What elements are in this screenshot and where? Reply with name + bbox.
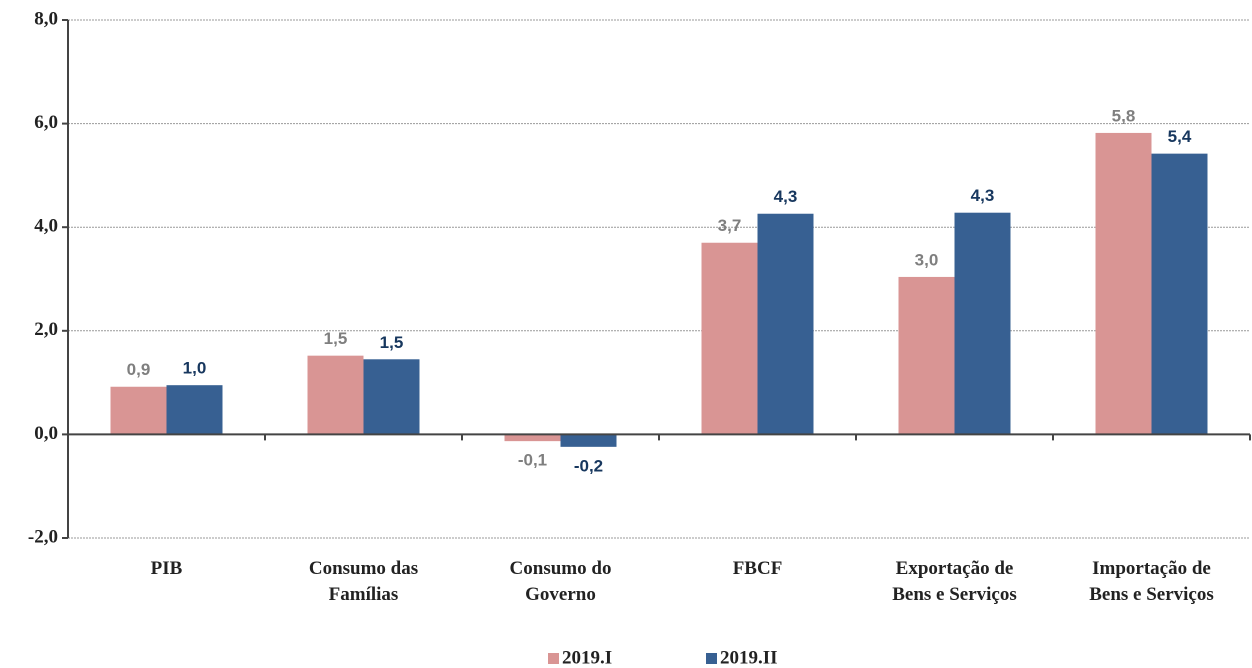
x-tick-label: Consumo das Famílias [309,558,418,605]
value-label: 5,4 [1168,127,1192,146]
value-label: 3,7 [718,216,742,235]
x-tick-label: PIB [151,558,183,579]
x-tick-label: Consumo do Governo [510,558,612,605]
bar [363,359,420,435]
bar [1151,153,1208,435]
value-label: 4,3 [774,187,798,206]
bar [307,355,364,435]
value-label: -0,1 [518,451,547,470]
x-tick-label: Exportação de Bens e Serviços [892,558,1017,605]
value-label: 4,3 [971,186,995,205]
bar [504,434,561,442]
bar [166,385,223,435]
value-label: 1,5 [380,333,404,352]
y-tick-label: 0,0 [34,423,58,444]
y-tick-label: 6,0 [34,112,58,133]
value-label: 5,8 [1112,106,1136,125]
bar [701,242,758,435]
value-label: 0,9 [127,360,151,379]
value-label: -0,2 [574,456,603,475]
value-label: 1,0 [183,359,207,378]
bar [560,434,617,447]
legend-swatch [548,653,559,664]
y-tick-label: 8,0 [34,8,58,29]
legend-label: 2019.I [562,647,612,668]
bar [954,212,1011,435]
y-tick-label: -2,0 [28,526,58,547]
bar [1095,132,1152,435]
y-tick-label: 2,0 [34,319,58,340]
x-tick-label: FBCF [733,558,783,579]
value-label: 3,0 [915,250,939,269]
value-label: 1,5 [324,329,348,348]
y-tick-label: 4,0 [34,216,58,237]
x-tick-label: Importação de Bens e Serviços [1089,558,1214,605]
bar [898,276,955,435]
bar [757,213,814,435]
legend-swatch [706,653,717,664]
legend-label: 2019.II [720,647,778,668]
bar [110,386,167,435]
